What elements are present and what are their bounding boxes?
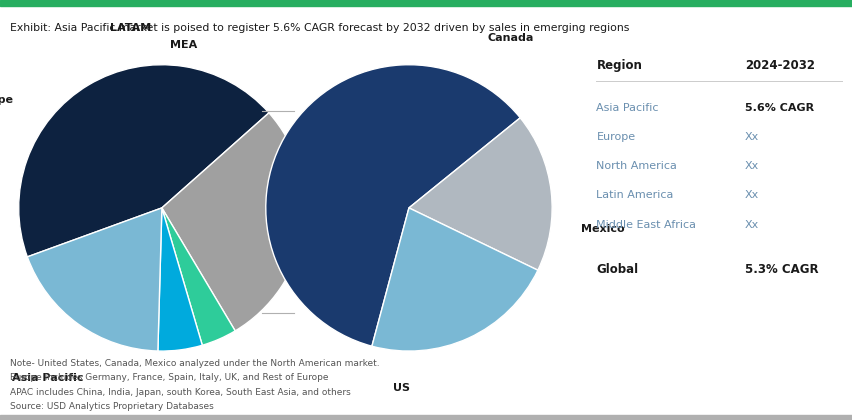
Text: US: US — [394, 383, 411, 393]
Text: Region: Region — [596, 59, 642, 72]
Text: North America: North America — [337, 192, 427, 202]
Text: Middle East Africa: Middle East Africa — [596, 220, 696, 230]
Text: North America: North America — [596, 161, 677, 171]
Wedge shape — [266, 65, 521, 346]
Text: Xx: Xx — [745, 161, 759, 171]
Wedge shape — [158, 208, 202, 351]
Text: 5.3% CAGR: 5.3% CAGR — [745, 263, 818, 276]
Text: LATAM: LATAM — [110, 23, 151, 33]
Wedge shape — [162, 113, 305, 331]
Text: Latin America: Latin America — [596, 190, 674, 200]
Wedge shape — [372, 208, 538, 351]
Text: Note- United States, Canada, Mexico analyzed under the North American market.: Note- United States, Canada, Mexico anal… — [10, 359, 380, 368]
Text: Source: USD Analytics Proprietary Databases: Source: USD Analytics Proprietary Databa… — [10, 402, 214, 411]
Text: Xx: Xx — [745, 132, 759, 142]
Text: Canada: Canada — [487, 33, 534, 43]
Text: Europe: Europe — [0, 95, 13, 105]
Text: Exhibit: Asia Pacific market is poised to register 5.6% CAGR forecast by 2032 dr: Exhibit: Asia Pacific market is poised t… — [10, 23, 630, 33]
Wedge shape — [19, 65, 269, 257]
Text: Xx: Xx — [745, 220, 759, 230]
Wedge shape — [27, 208, 162, 351]
Text: Xx: Xx — [745, 190, 759, 200]
Wedge shape — [162, 208, 235, 345]
Text: Europe: Europe — [596, 132, 636, 142]
Text: Asia Pacific: Asia Pacific — [12, 373, 83, 383]
Wedge shape — [409, 118, 552, 270]
Text: MEA: MEA — [170, 40, 197, 50]
Text: Global: Global — [596, 263, 638, 276]
Text: 5.6% CAGR: 5.6% CAGR — [745, 102, 814, 113]
Text: APAC includes China, India, Japan, south Korea, South East Asia, and others: APAC includes China, India, Japan, south… — [10, 388, 351, 396]
Text: Asia Pacific: Asia Pacific — [596, 102, 659, 113]
Text: Mexico: Mexico — [581, 224, 625, 234]
Text: Europe includes Germany, France, Spain, Italy, UK, and Rest of Europe: Europe includes Germany, France, Spain, … — [10, 373, 329, 382]
Text: 2024-2032: 2024-2032 — [745, 59, 815, 72]
